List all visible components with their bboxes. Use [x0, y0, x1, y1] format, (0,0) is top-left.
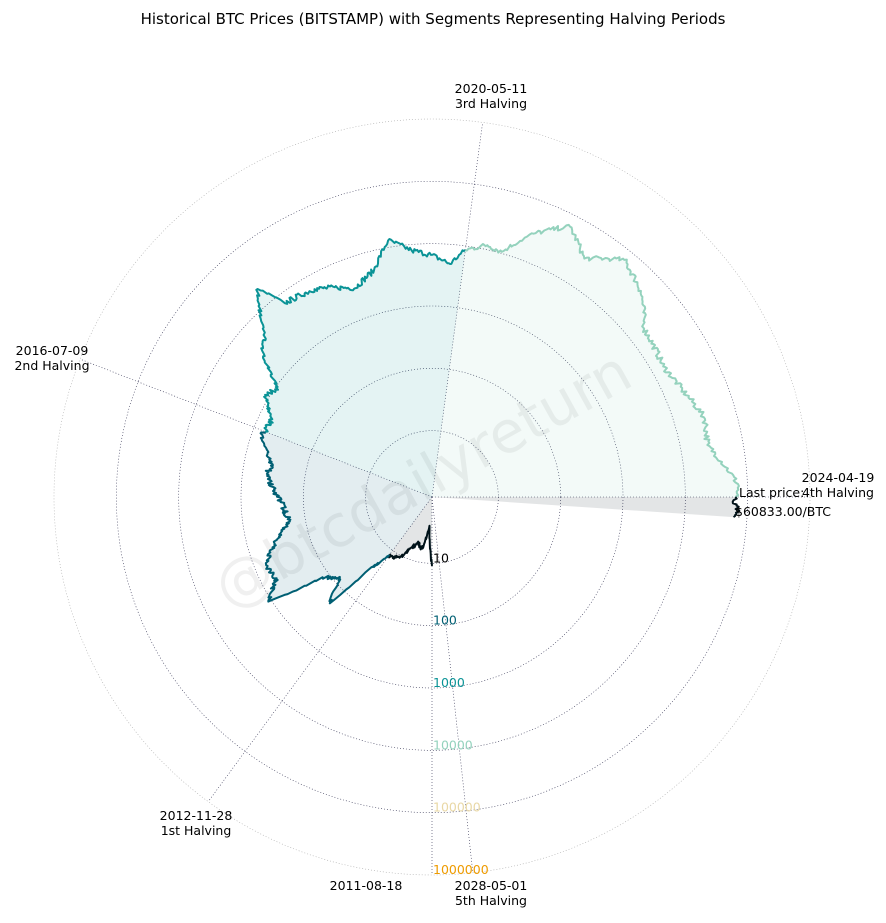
- grid-circle: [240, 305, 624, 689]
- date-label: 2012-11-28: [160, 808, 233, 823]
- date-label: 2020-05-11: [455, 81, 528, 96]
- radial-tick-label: 10000: [433, 737, 473, 752]
- grid-circle: [53, 118, 811, 876]
- radial-grid: [53, 118, 811, 876]
- last-price-value: $60833.00/BTC: [735, 504, 831, 519]
- halving-label: 3rd Halving: [455, 96, 527, 111]
- grid-circle: [178, 243, 686, 751]
- segment-fills: [256, 224, 740, 604]
- halving-label: 1st Halving: [161, 823, 232, 838]
- spoke-line: [431, 122, 483, 498]
- spoke-line: [431, 496, 474, 873]
- radial-tick-label: 100000: [433, 800, 481, 815]
- radial-tick-label: 1000: [433, 675, 465, 690]
- segment-fill: [260, 431, 432, 604]
- halving-label: 2nd Halving: [14, 358, 89, 373]
- segment-fill: [432, 224, 739, 497]
- segment-fill: [432, 497, 740, 518]
- segment-line: [259, 431, 391, 605]
- date-label: 2028-05-01: [455, 878, 528, 893]
- radial-tick-labels: 10 100 1000 10000 100000 1000000: [433, 550, 489, 877]
- radial-tick-label: 100: [433, 613, 457, 628]
- segment-fill: [256, 239, 466, 497]
- spoke-line: [207, 496, 433, 802]
- halving-label: 5th Halving: [455, 893, 527, 908]
- chart-title: Historical BTC Prices (BITSTAMP) with Se…: [141, 10, 726, 28]
- segment-line: [465, 223, 740, 498]
- spoke-line: [79, 358, 433, 498]
- radial-tick-label: 10: [433, 550, 449, 565]
- date-label: 2024-04-19: [802, 470, 875, 485]
- grid-circle: [303, 368, 561, 626]
- segment-line: [388, 524, 433, 566]
- radial-tick-label: 1000000: [433, 862, 489, 877]
- date-label: 2016-07-09: [16, 343, 89, 358]
- segment-line: [731, 496, 741, 518]
- halving-label: 4th Halving: [802, 485, 874, 500]
- last-price-label: Last price:: [739, 485, 804, 500]
- price-lines: [255, 223, 741, 605]
- segment-line: [255, 238, 466, 433]
- date-label: 2011-08-18: [330, 878, 403, 893]
- segment-fill: [389, 497, 432, 566]
